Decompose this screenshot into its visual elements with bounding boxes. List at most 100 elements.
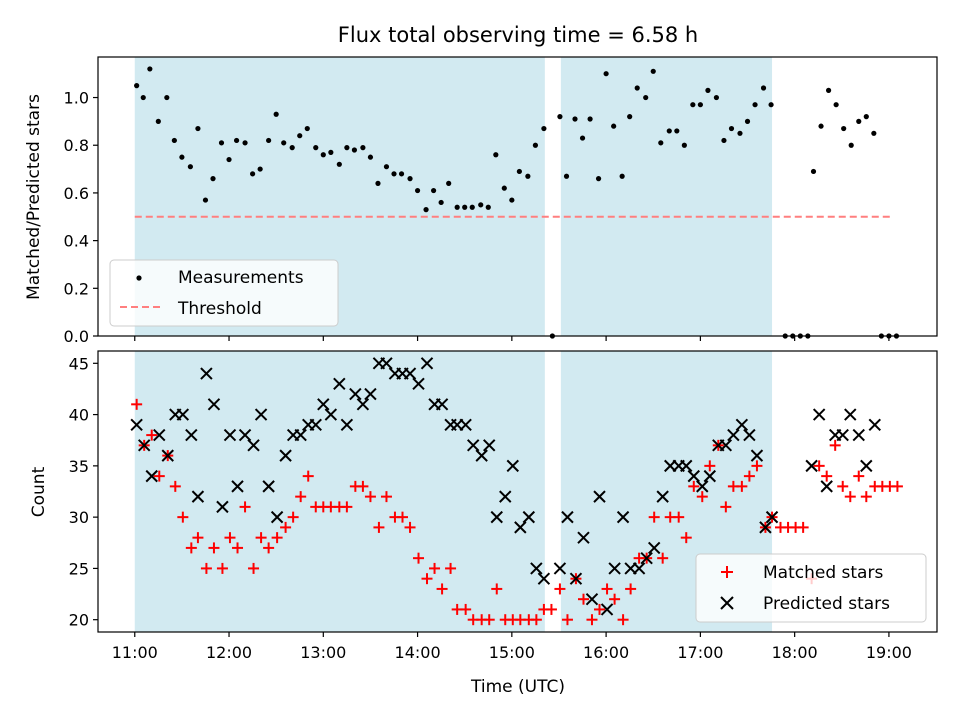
predicted-star-point [743, 428, 756, 442]
measurement-point [423, 207, 429, 213]
predicted-star-point [656, 490, 669, 503]
predicted-star-point [577, 531, 590, 544]
measurement-point [140, 94, 146, 101]
measurement-point [351, 147, 358, 153]
measurement-point [768, 102, 774, 108]
predicted-star-point [279, 449, 292, 462]
predicted-star-point [176, 408, 190, 421]
shaded-interval [134, 351, 545, 632]
legend-label-predicted: Predicted stars [763, 594, 890, 614]
y-tick-label: 35 [69, 457, 89, 476]
matched-star-point [380, 491, 392, 503]
measurement-point [595, 176, 602, 182]
predicted-star-point [632, 562, 646, 575]
matched-star-point [530, 614, 542, 626]
predicted-star-point [403, 367, 417, 380]
predicted-star-point [687, 469, 700, 483]
matched-star-point [545, 603, 557, 615]
predicted-star-point [380, 357, 393, 370]
measurement-point [674, 128, 680, 134]
matched-star-point [648, 511, 660, 523]
matched-star-point [146, 429, 158, 441]
predicted-star-point [490, 510, 503, 524]
matched-star-point [577, 593, 589, 605]
matched-star-point [280, 521, 292, 533]
matched-star-point [594, 603, 606, 615]
matched-star-point [586, 614, 598, 626]
legend-marker-matched [721, 566, 733, 578]
x-tick-label: 14:00 [395, 643, 441, 662]
measurement-point [313, 145, 319, 151]
matched-star-point [153, 470, 165, 482]
matched-star-point [743, 470, 755, 482]
measurement-point [336, 161, 342, 167]
matched-star-point [821, 470, 833, 482]
predicted-star-point [719, 439, 733, 452]
measurement-point [856, 118, 862, 124]
measurement-point [541, 125, 547, 132]
measurement-point [848, 142, 854, 148]
ratio-panel-frame [97, 56, 938, 337]
measurement-point [266, 137, 272, 144]
measurement-point [431, 187, 437, 194]
measurement-point [713, 94, 720, 101]
predicted-star-point [231, 480, 244, 493]
predicted-star-point [820, 480, 833, 493]
predicted-star-point [294, 428, 307, 442]
predicted-star-point [191, 490, 205, 503]
count-legend: Matched stars Predicted stars [695, 553, 927, 623]
x-tick-label: 12:00 [206, 643, 252, 662]
matched-star-point [200, 562, 212, 574]
y-tick-label: 25 [69, 559, 89, 578]
measurement-point [509, 197, 515, 203]
measurement-point [289, 145, 295, 151]
matched-star-point [601, 583, 613, 595]
measurement-point [179, 154, 185, 160]
measurement-point [398, 171, 405, 177]
measurement-point [728, 125, 735, 132]
matched-star-point [248, 562, 260, 574]
matched-star-point [224, 532, 236, 544]
measurement-point [242, 140, 248, 146]
predicted-star-point [812, 408, 826, 421]
measurement-point [572, 116, 578, 122]
matched-star-point [239, 501, 251, 513]
predicted-star-point [836, 428, 849, 442]
predicted-star-point [459, 418, 472, 432]
measurement-point [627, 114, 633, 120]
matched-star-point [373, 521, 385, 533]
predicted-star-point [130, 418, 143, 432]
ratio-legend: Measurements Threshold [109, 259, 339, 327]
measurement-point [218, 140, 225, 146]
matched-star-point [185, 542, 197, 554]
measurement-point [257, 166, 263, 172]
measurement-point [705, 87, 711, 93]
x-tick-label: 11:00 [112, 643, 158, 662]
measurement-point [752, 102, 758, 108]
matched-star-point [491, 583, 503, 595]
matched-star-point [287, 511, 299, 523]
matched-star-point [860, 491, 872, 503]
measurement-point [841, 125, 847, 132]
predicted-star-point [530, 562, 543, 575]
predicted-star-point [537, 572, 551, 585]
y-tick-label: 0.8 [64, 136, 89, 155]
measurement-point [658, 140, 664, 146]
predicted-star-point [696, 480, 709, 493]
y-tick-label: 0.6 [64, 184, 89, 203]
measurement-point [134, 83, 140, 89]
predicted-star-point [475, 449, 488, 462]
legend-label-matched: Matched stars [763, 563, 883, 583]
measurement-point [697, 102, 703, 108]
predicted-star-point [317, 398, 330, 411]
measurement-point [164, 94, 170, 101]
matched-star-point [844, 491, 856, 503]
matched-star-point [554, 583, 566, 595]
predicted-star-point [735, 418, 749, 432]
measurement-point [344, 145, 350, 151]
matched-star-point [216, 562, 228, 574]
predicted-star-point [522, 510, 536, 524]
y-tick-label: 40 [69, 406, 89, 425]
measurement-point [493, 152, 499, 158]
